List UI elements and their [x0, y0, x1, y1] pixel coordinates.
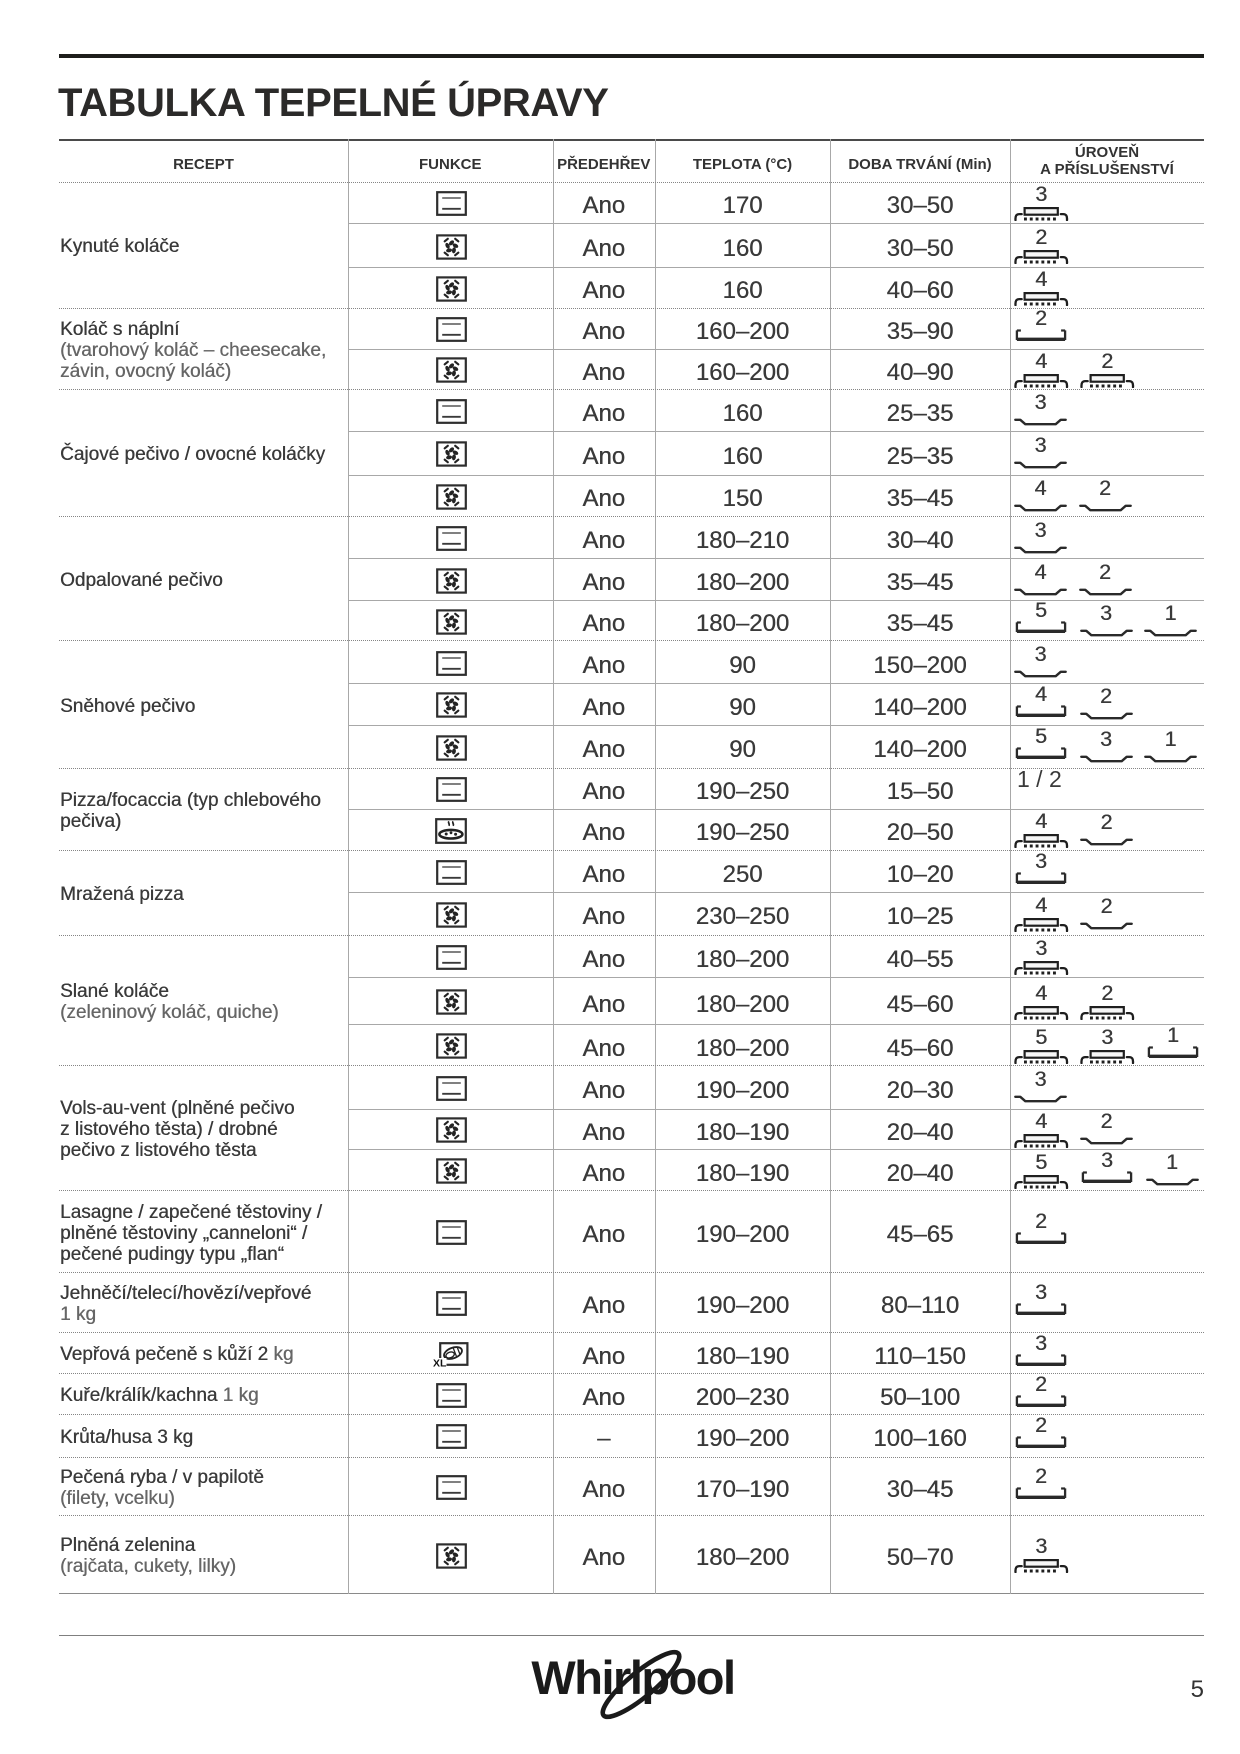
svg-text:Whirlpool: Whirlpool	[531, 1651, 734, 1704]
svg-text:XL: XL	[433, 1357, 447, 1367]
